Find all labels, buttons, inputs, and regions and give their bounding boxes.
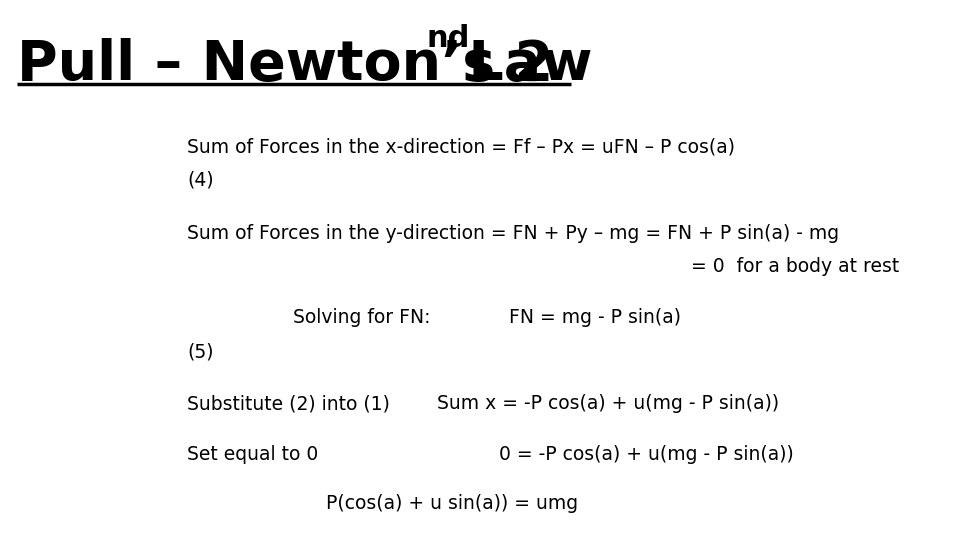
Text: Pull – Newton’s 2: Pull – Newton’s 2 <box>17 38 554 92</box>
Text: (5): (5) <box>187 343 214 362</box>
Text: (4): (4) <box>187 170 214 189</box>
Text: P(cos(a) + u sin(a)) = umg: P(cos(a) + u sin(a)) = umg <box>326 494 579 513</box>
Text: Substitute (2) into (1): Substitute (2) into (1) <box>187 394 390 413</box>
Text: 0 = -P cos(a) + u(mg - P sin(a)): 0 = -P cos(a) + u(mg - P sin(a)) <box>499 446 794 464</box>
Text: Sum x = -P cos(a) + u(mg - P sin(a)): Sum x = -P cos(a) + u(mg - P sin(a)) <box>437 394 779 413</box>
Text: Sum of Forces in the x-direction = Ff – Px = uFN – P cos(a): Sum of Forces in the x-direction = Ff – … <box>187 138 735 157</box>
Text: = 0  for a body at rest: = 0 for a body at rest <box>691 256 900 275</box>
Text: Solving for FN:: Solving for FN: <box>293 308 430 327</box>
Text: nd: nd <box>426 24 469 53</box>
Text: Law: Law <box>449 38 592 92</box>
Text: FN = mg - P sin(a): FN = mg - P sin(a) <box>509 308 681 327</box>
Text: Sum of Forces in the y-direction = FN + Py – mg = FN + P sin(a) - mg: Sum of Forces in the y-direction = FN + … <box>187 224 839 243</box>
Text: Set equal to 0: Set equal to 0 <box>187 446 319 464</box>
